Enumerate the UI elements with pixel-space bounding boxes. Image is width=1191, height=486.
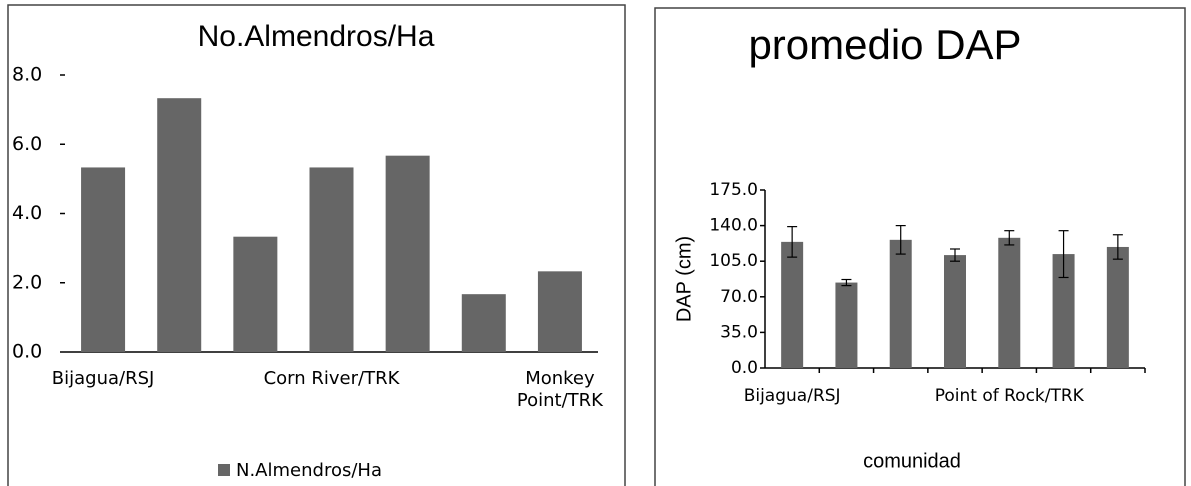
panel <box>654 7 1186 486</box>
bar <box>835 282 858 368</box>
x-axis-label: comunidad <box>863 450 961 472</box>
y-tick-label: 0.0 <box>731 358 758 378</box>
bar <box>998 237 1021 368</box>
y-tick-label: 175.0 <box>709 180 758 200</box>
y-tick-label: 140.0 <box>709 216 758 236</box>
bar <box>81 167 126 352</box>
bar <box>889 239 912 368</box>
y-tick-label: 0.0 <box>12 341 42 363</box>
y-axis-label: DAP (cm) <box>673 236 695 322</box>
bar <box>537 271 582 352</box>
bar <box>781 241 804 368</box>
x-tick-label: Corn River/TRK <box>263 368 400 389</box>
bar <box>157 98 202 352</box>
bar <box>461 294 506 352</box>
x-tick-label: Monkey Point/TRK <box>516 368 603 411</box>
legend-label: N.Almendros/Ha <box>236 460 382 481</box>
y-tick-label: 70.0 <box>720 287 758 307</box>
y-tick-label: 8.0 <box>12 64 42 86</box>
y-tick-label: 2.0 <box>12 271 42 293</box>
chart-title: promedio DAP <box>748 21 1021 68</box>
x-tick-label: Bijagua/RSJ <box>51 368 155 389</box>
bar <box>1052 254 1075 368</box>
y-tick-label: 35.0 <box>720 322 758 342</box>
y-tick-label: 4.0 <box>12 202 42 224</box>
bar <box>385 155 430 352</box>
legend-swatch <box>218 464 230 476</box>
x-tick-label: Bijagua/RSJ <box>743 386 841 406</box>
bar <box>1106 246 1129 368</box>
bar <box>233 236 278 352</box>
bar <box>309 167 354 352</box>
bar <box>944 255 966 368</box>
y-tick-label: 6.0 <box>12 133 42 155</box>
x-tick-label: Point of Rock/TRK <box>934 386 1084 406</box>
y-tick-label: 105.0 <box>709 251 758 271</box>
chart-title: No.Almendros/Ha <box>198 20 435 53</box>
